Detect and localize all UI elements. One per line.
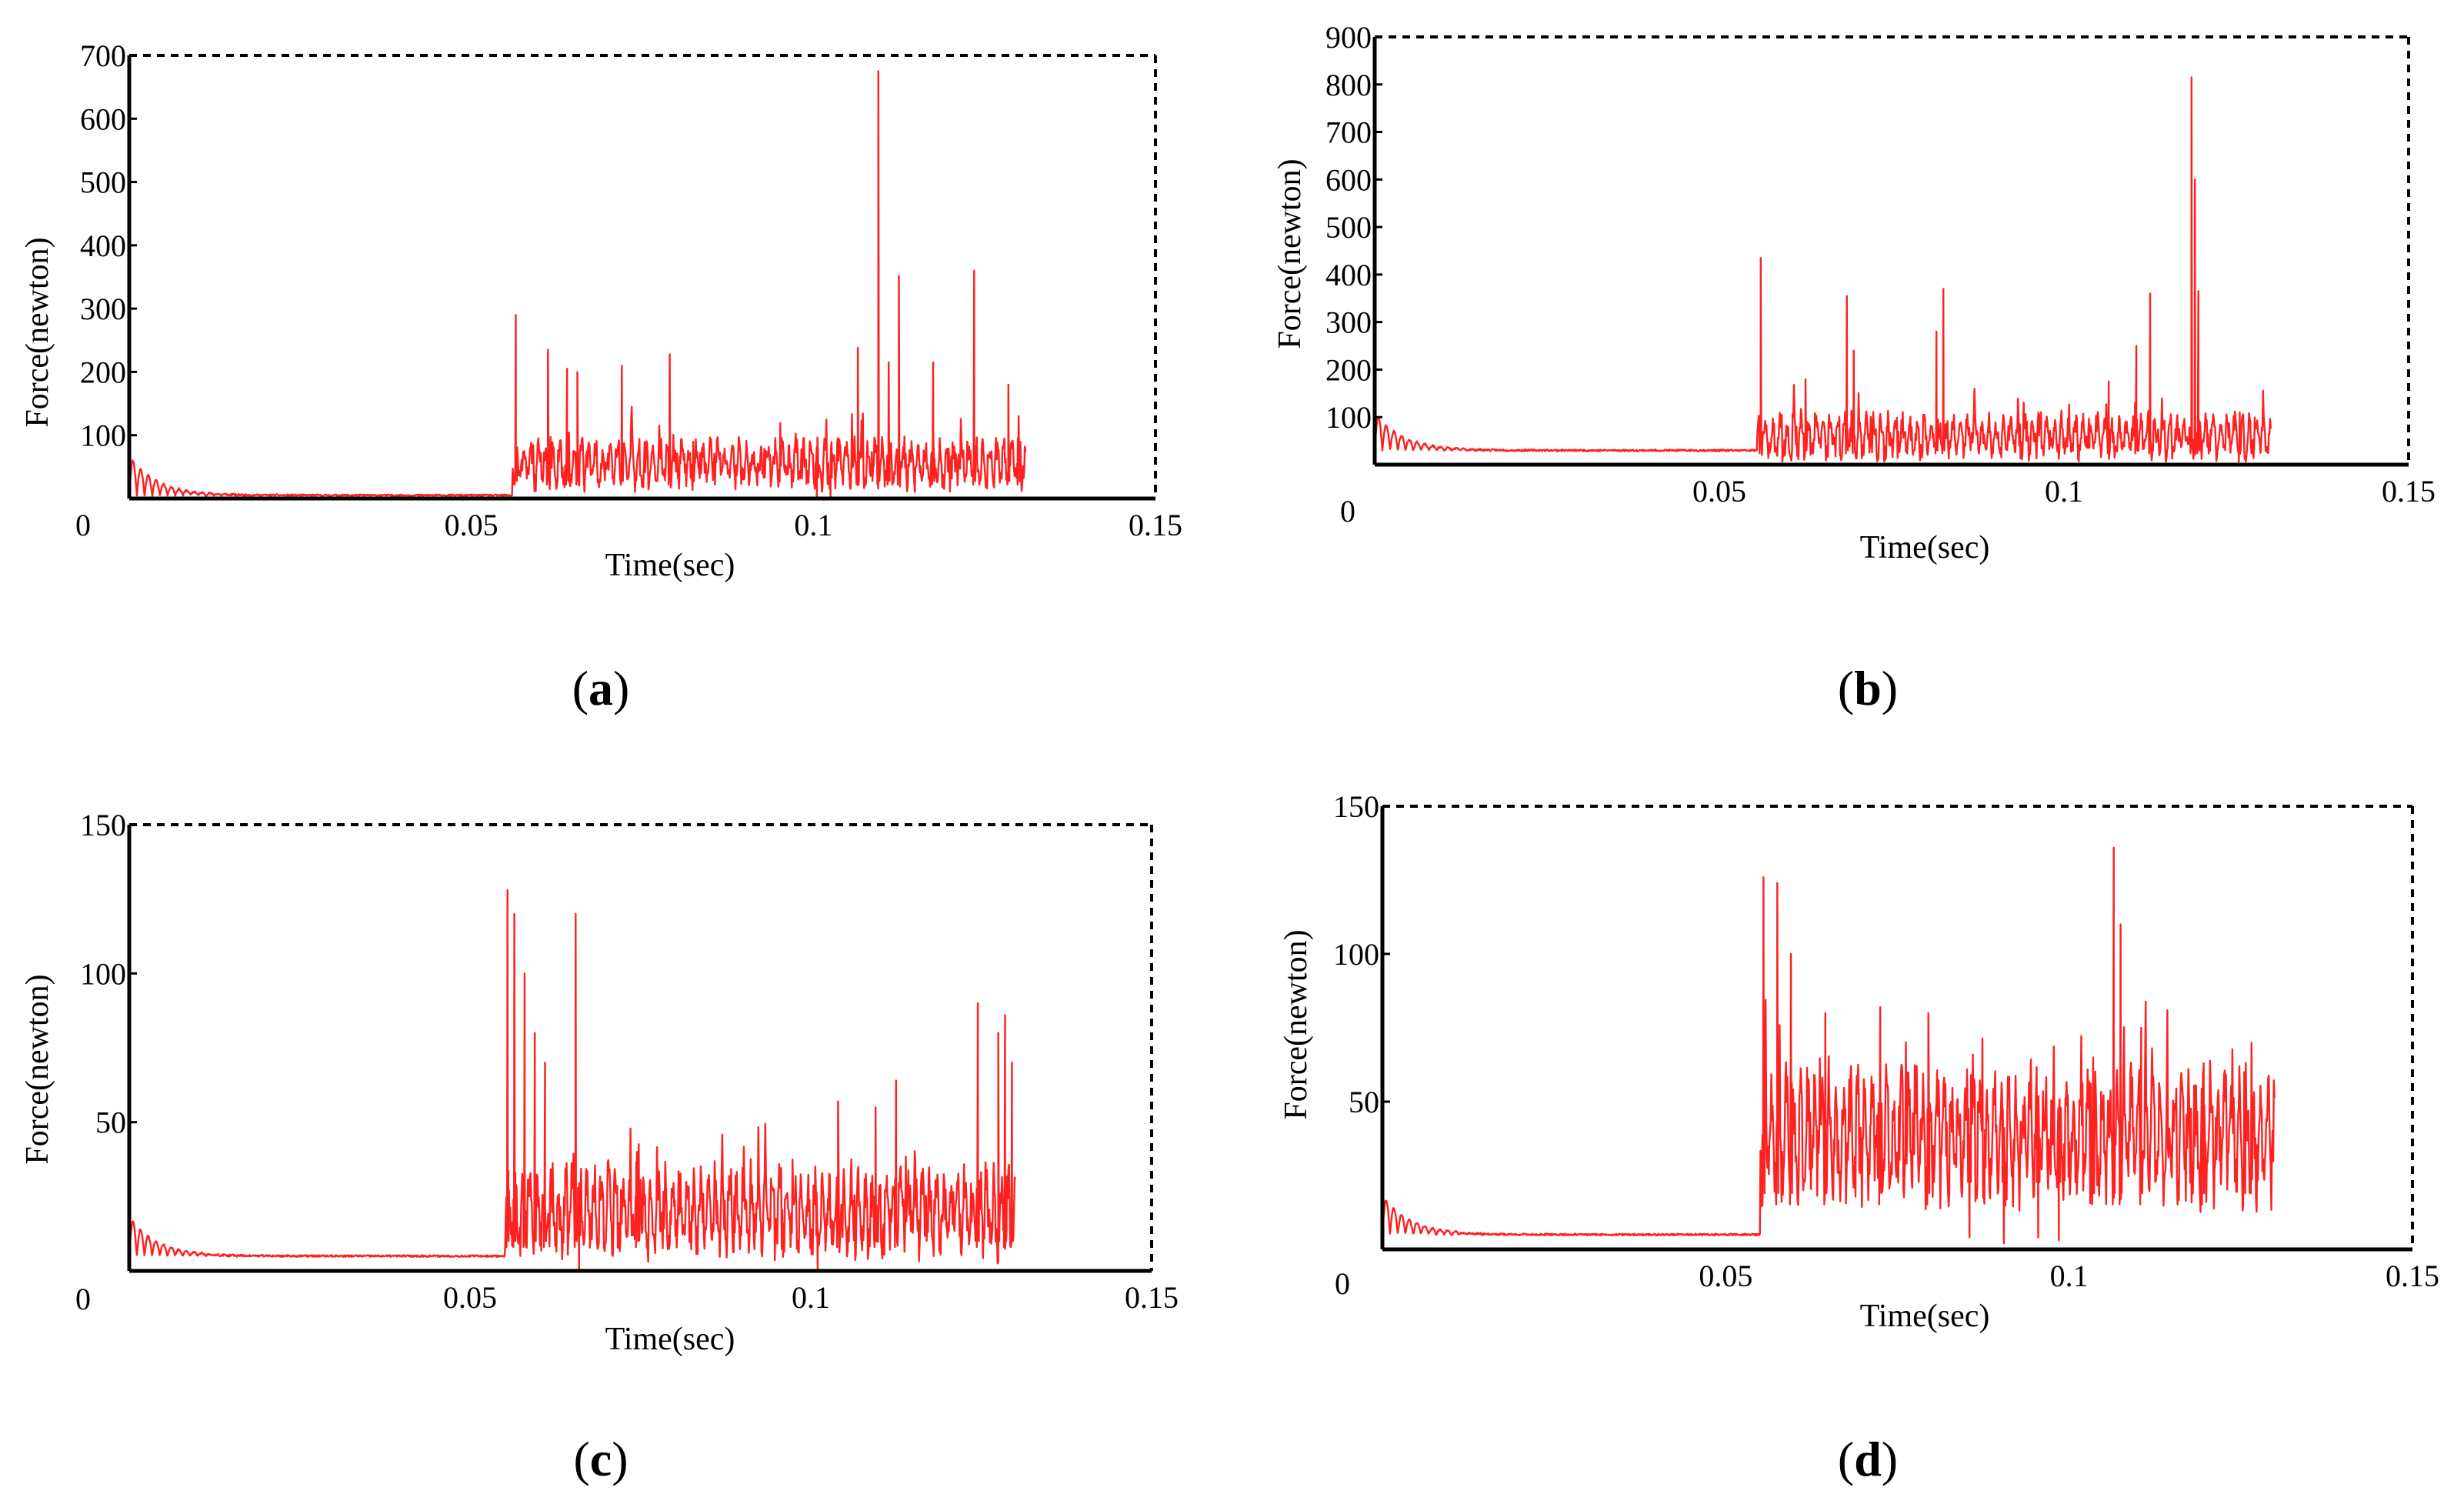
panel-label-open: ( [572,661,588,715]
panel-label-letter: a [588,661,613,715]
y-tick-label: 300 [80,292,126,326]
panel-label: (a) [572,661,630,715]
x-tick-label: 0.15 [2382,474,2436,509]
x-tick-label: 0.15 [2386,1259,2439,1293]
y-tick-label: 600 [1325,162,1372,197]
x-tick-label: 0 [75,1282,91,1316]
series-force-line [1381,846,2276,1245]
y-axis-label: Force(newton) [20,974,55,1164]
y-tick-label: 400 [1325,258,1372,292]
y-tick-label: 50 [1349,1085,1379,1119]
y-axis-label: Force(newton) [1279,929,1314,1119]
panel-label-letter: c [590,1432,612,1486]
chart-panel-d: Time(sec) Force(newton) (d) 50 100 150 0 0.0… [1279,789,2439,1486]
series-force-line [128,70,1027,500]
y-tick-label: 100 [80,419,126,453]
panel-label-open: ( [1838,1432,1854,1486]
x-axis-label: Time(sec) [605,1322,735,1357]
x-tick-label: 0.1 [2045,474,2083,509]
y-tick-label: 800 [1325,68,1372,102]
x-tick-label: 0 [1340,494,1355,529]
x-tick-label: 0 [1335,1266,1350,1301]
panel-label-close: ) [613,661,629,715]
chart-panel-c: Time(sec) Force(newton) (c) 50 100 150 0 0.0… [20,808,1179,1486]
x-tick-label: 0.15 [1129,508,1182,542]
x-axis-label: Time(sec) [1860,530,1990,565]
y-tick-label: 900 [1325,20,1372,55]
x-tick-label: 0.05 [1699,1259,1752,1293]
x-tick-label: 0.05 [443,1280,497,1315]
series-force-line [128,889,1016,1272]
x-tick-label: 0.1 [792,1280,830,1315]
y-tick-label: 200 [1325,352,1372,387]
panel-label-open: ( [1838,661,1854,715]
y-tick-label: 600 [80,102,126,136]
y-tick-label: 100 [80,956,126,991]
y-tick-label: 500 [1325,210,1372,245]
y-axis-label: Force(newton) [1272,158,1308,348]
panel-label-letter: d [1854,1432,1882,1486]
panel-label-close: ) [612,1432,628,1486]
x-tick-label: 0 [75,508,91,542]
x-tick-label: 0.1 [2050,1259,2089,1293]
y-tick-label: 50 [95,1105,126,1140]
x-tick-label: 0.05 [445,508,498,542]
y-tick-label: 150 [80,808,126,842]
y-tick-label: 700 [1325,115,1372,150]
panel-label: (c) [573,1432,628,1486]
y-tick-label: 200 [80,355,126,389]
chart-panel-b: Time(sec) Force(newton) (b) 100 200 300 400… [1272,20,2436,715]
panel-label-letter: b [1854,661,1882,715]
y-axis-label: Force(newton) [20,237,55,427]
x-tick-label: 0.05 [1692,474,1746,509]
x-tick-label: 0.1 [794,508,832,542]
y-tick-label: 100 [1333,937,1379,972]
y-tick-label: 150 [1333,789,1379,824]
y-tick-label: 700 [80,38,126,73]
panel-label: (d) [1838,1432,1898,1486]
y-tick-label: 300 [1325,305,1372,340]
chart-panel-a: Time(sec) Force(newton) (a) 100 200 300 400… [20,38,1182,715]
panel-label-close: ) [1882,1432,1898,1486]
x-axis-label: Time(sec) [605,548,735,583]
x-axis-label: Time(sec) [1860,1299,1990,1334]
panel-label-open: ( [573,1432,589,1486]
y-tick-label: 100 [1325,400,1372,435]
series-force-line [1373,76,2272,463]
y-tick-label: 400 [80,228,126,263]
panel-label-close: ) [1882,661,1898,715]
y-tick-label: 500 [80,165,126,200]
x-tick-label: 0.15 [1125,1280,1179,1315]
panel-label: (b) [1838,661,1898,715]
